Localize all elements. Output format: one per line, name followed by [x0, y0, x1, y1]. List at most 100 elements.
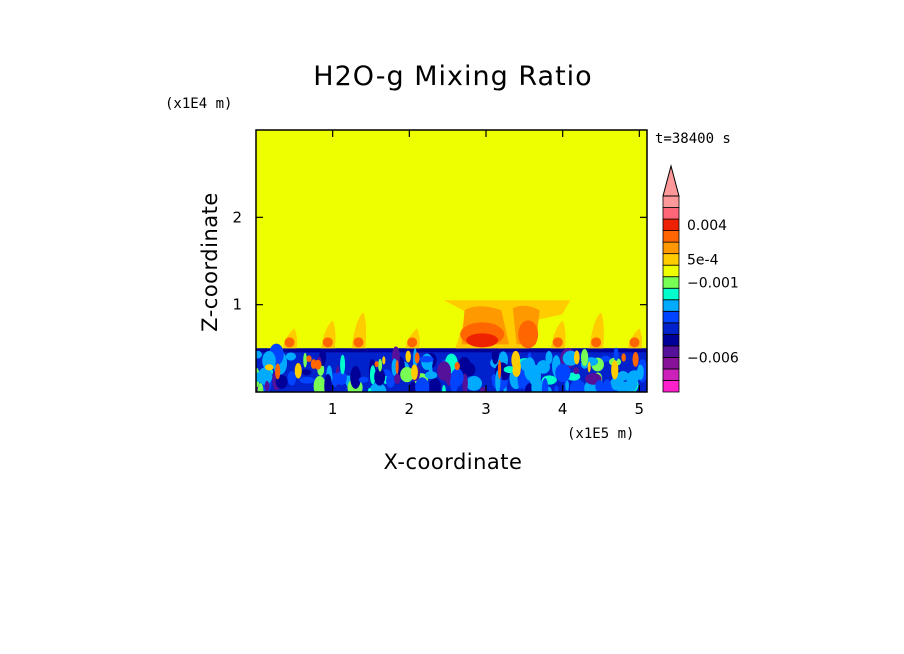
boundary-layer-eddy: [600, 355, 611, 362]
boundary-layer-eddy: [626, 370, 638, 392]
boundary-layer-eddy: [287, 371, 297, 386]
boundary-layer-eddy: [565, 380, 569, 391]
boundary-layer-eddy: [580, 349, 589, 367]
thermal-plume-core: [407, 337, 418, 348]
colorbar-segment: [662, 322, 680, 335]
thermal-plume-core: [552, 337, 563, 348]
boundary-layer-eddy: [541, 377, 549, 392]
boundary-layer-eddy: [424, 371, 438, 380]
colorbar-segment: [662, 299, 680, 312]
x-axis-ticks: 1 2 3 4 5: [328, 130, 644, 418]
thermal-plume-core: [629, 337, 640, 348]
x-scale-note: (x1E5 m): [567, 426, 634, 442]
boundary-layer-eddy: [313, 375, 326, 392]
boundary-layer-plume: [414, 352, 420, 364]
colorbar-segment: [662, 368, 680, 381]
x-axis-label: X-coordinate: [384, 450, 523, 474]
boundary-layer-eddy: [636, 364, 644, 380]
x-tick-label: 2: [405, 400, 415, 418]
boundary-layer-eddy: [299, 376, 315, 384]
boundary-layer-eddy: [429, 378, 441, 392]
cloud-core-max: [466, 333, 499, 348]
boundary-layer-eddy: [369, 365, 376, 385]
boundary-layer-eddy: [303, 352, 307, 368]
boundary-layer-top: [256, 348, 647, 353]
colorbar-segment: [662, 207, 680, 220]
boundary-layer-plume: [621, 353, 626, 362]
boundary-layer-eddy: [491, 344, 499, 365]
boundary-layer-eddy: [464, 362, 476, 377]
colorbar-segment: [662, 357, 680, 370]
boundary-layer-plume: [512, 365, 521, 377]
colorbar-label: −0.006: [687, 350, 739, 366]
colorbar-label: 5e-4: [687, 252, 719, 268]
x-tick-label: 1: [328, 400, 338, 418]
colorbar: 0.004 5e-4 −0.001 −0.006: [662, 164, 739, 393]
boundary-layer-eddy: [437, 361, 451, 381]
boundary-layer-eddy: [595, 380, 605, 392]
contour-field: [256, 130, 647, 392]
colorbar-segment: [662, 195, 680, 208]
colorbar-segment: [662, 333, 680, 347]
y-scale-note: (x1E4 m): [165, 96, 232, 112]
boundary-layer-eddy: [369, 382, 387, 392]
boundary-layer-eddy: [340, 354, 346, 375]
colorbar-segment: [662, 345, 680, 358]
boundary-layer-plume: [573, 350, 580, 365]
colorbar-label: 0.004: [687, 218, 727, 234]
boundary-layer-eddy: [324, 373, 332, 392]
boundary-layer-plume: [395, 360, 399, 374]
y-tick-label: 1: [232, 296, 242, 314]
thermal-plume-core: [591, 337, 602, 348]
boundary-layer-eddy: [419, 356, 434, 363]
boundary-layer-eddy: [613, 347, 619, 361]
colorbar-extend-arrow: [662, 164, 680, 197]
boundary-layer-plume: [511, 350, 521, 370]
colorbar-segment: [662, 310, 680, 324]
boundary-layer-eddy: [569, 379, 586, 392]
boundary-layer-eddy: [386, 373, 395, 388]
boundary-layer-eddy: [415, 377, 430, 392]
colorbar-segment: [662, 380, 680, 393]
x-tick-label: 5: [635, 400, 645, 418]
colorbar-segment: [662, 230, 680, 243]
colorbar-segment: [662, 264, 680, 278]
boundary-layer-plume: [632, 351, 639, 367]
colorbar-segment: [662, 287, 680, 301]
colorbar-segment: [662, 253, 680, 266]
boundary-layer-eddy: [441, 385, 446, 392]
boundary-layer-eddy: [358, 376, 369, 383]
x-tick-label: 4: [558, 400, 568, 418]
boundary-layer-eddy: [554, 385, 559, 392]
boundary-layer-eddy: [285, 352, 296, 361]
boundary-layer-plume: [497, 359, 502, 380]
boundary-layer-eddy: [555, 363, 571, 383]
boundary-layer-plume: [306, 355, 312, 362]
colorbar-segment: [662, 218, 680, 231]
thermal-plume-core: [353, 337, 364, 348]
boundary-layer-eddy: [528, 364, 541, 387]
boundary-layer-eddy: [519, 359, 533, 372]
boundary-layer-eddy: [617, 371, 629, 381]
colorbar-segment: [662, 241, 680, 255]
y-axis-ticks: 12: [232, 208, 647, 314]
cloud-core-inner: [518, 320, 539, 349]
boundary-layer-eddy: [257, 382, 264, 392]
boundary-layer-plume: [382, 356, 386, 365]
boundary-layer-eddy: [264, 380, 270, 392]
boundary-layer-eddy: [350, 366, 361, 389]
boundary-layer-plume: [405, 350, 411, 363]
boundary-layer-plume: [374, 361, 379, 368]
boundary-layer-plume: [587, 361, 591, 373]
boundary-layer-eddy: [602, 379, 612, 392]
boundary-layer-eddy: [479, 386, 488, 392]
thermal-plume-core: [322, 337, 333, 348]
boundary-layer-eddy: [465, 376, 483, 391]
chart-title: H2O-g Mixing Ratio: [313, 61, 592, 92]
boundary-layer-eddy: [367, 387, 372, 392]
boundary-layer-plume: [611, 360, 619, 380]
boundary-layer-plume: [275, 363, 281, 380]
boundary-layer-eddy: [256, 350, 263, 359]
thermal-plume-core: [284, 337, 295, 348]
